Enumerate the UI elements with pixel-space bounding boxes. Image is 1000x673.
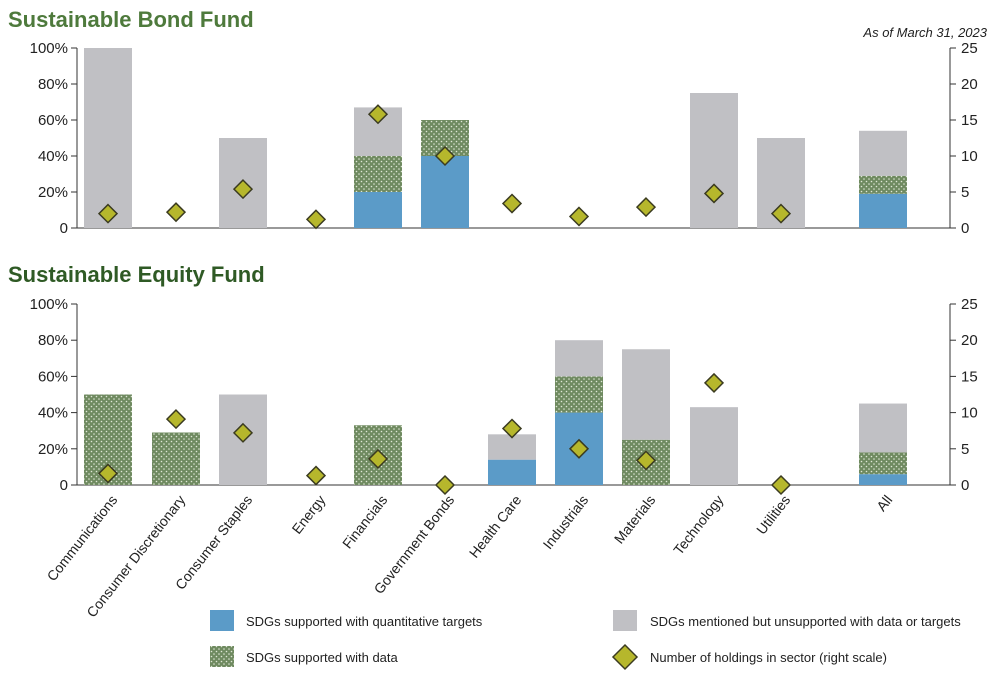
legend-holdings-label: Number of holdings in sector (right scal… — [650, 650, 887, 665]
bar-data — [859, 452, 907, 475]
legend-mentioned-label: SDGs mentioned but unsupported with data… — [650, 614, 961, 629]
bar-mentioned — [859, 130, 907, 176]
holdings-marker — [305, 465, 327, 486]
category-label: Health Care — [466, 492, 525, 561]
bar-quantitative — [354, 192, 402, 228]
legend-quantitative-label: SDGs supported with quantitative targets — [246, 614, 483, 629]
holdings-marker — [568, 438, 590, 459]
left-tick-label: 60% — [38, 112, 68, 129]
holdings-marker — [501, 418, 523, 439]
category-label: Financials — [339, 492, 390, 552]
holdings-marker — [501, 193, 523, 214]
left-tick-label: 60% — [38, 368, 68, 385]
bar-mentioned — [622, 349, 670, 440]
holdings-marker — [97, 463, 119, 484]
holdings-marker — [635, 450, 657, 471]
holdings-marker — [232, 179, 254, 200]
holdings-marker — [367, 104, 389, 125]
legend-quantitative-swatch — [210, 610, 234, 631]
right-tick-label: 25 — [961, 296, 978, 313]
bar-quantitative — [859, 474, 907, 485]
left-tick-label: 40% — [38, 405, 68, 422]
holdings-marker — [635, 197, 657, 218]
right-tick-label: 5 — [961, 441, 969, 458]
holdings-marker — [367, 448, 389, 469]
category-label: Industrials — [539, 492, 591, 552]
holdings-marker — [703, 183, 725, 204]
right-tick-label: 0 — [961, 220, 969, 237]
left-tick-label: 0 — [60, 220, 68, 237]
category-label: Energy — [288, 492, 328, 537]
category-label: All — [873, 492, 895, 514]
holdings-marker — [770, 474, 792, 496]
bar-data — [555, 376, 603, 413]
right-tick-label: 15 — [961, 368, 978, 385]
left-tick-label: 100% — [30, 40, 68, 57]
holdings-marker — [305, 209, 327, 230]
category-label: Communications — [44, 492, 121, 584]
left-tick-label: 100% — [30, 296, 68, 313]
right-tick-label: 15 — [961, 112, 978, 129]
left-tick-label: 40% — [38, 148, 68, 165]
legend-mentioned-swatch — [613, 610, 637, 631]
equity-fund-title: Sustainable Equity Fund — [8, 262, 265, 287]
legend-holdings-marker — [611, 643, 639, 671]
legend: SDGs supported with quantitative targets… — [210, 610, 961, 671]
bar-quantitative — [859, 193, 907, 228]
right-tick-label: 10 — [961, 405, 978, 422]
legend-data-label: SDGs supported with data — [246, 650, 399, 665]
right-tick-label: 10 — [961, 148, 978, 165]
bar-mentioned — [859, 403, 907, 453]
bar-data — [354, 156, 402, 192]
holdings-marker — [97, 203, 119, 224]
right-tick-label: 0 — [961, 477, 969, 494]
holdings-marker — [568, 206, 590, 227]
category-label: Materials — [611, 492, 659, 547]
category-label: Technology — [670, 492, 726, 558]
left-tick-label: 80% — [38, 332, 68, 349]
bar-data — [152, 432, 200, 485]
holdings-marker — [434, 474, 456, 496]
right-tick-label: 5 — [961, 184, 969, 201]
equity-fund-panel: 0 20% 40% 60% 80% 100% 0 5 10 15 20 25 — [30, 296, 978, 496]
holdings-marker — [703, 372, 725, 393]
left-tick-label: 20% — [38, 184, 68, 201]
category-label: Utilities — [753, 492, 793, 537]
bar-mentioned — [555, 340, 603, 377]
bond-fund-panel: 0 20% 40% 60% 80% 100% 0 5 10 15 20 25 — [30, 40, 978, 237]
holdings-marker — [434, 145, 456, 167]
bar-mentioned — [84, 48, 132, 228]
legend-data-swatch — [210, 646, 234, 667]
left-tick-label: 20% — [38, 441, 68, 458]
right-tick-label: 20 — [961, 332, 978, 349]
holdings-marker — [165, 409, 187, 430]
as-of-date: As of March 31, 2023 — [862, 25, 987, 40]
right-tick-label: 20 — [961, 76, 978, 93]
bar-data — [859, 175, 907, 194]
left-tick-label: 80% — [38, 76, 68, 93]
bond-fund-title: Sustainable Bond Fund — [8, 7, 254, 32]
holdings-marker — [770, 203, 792, 224]
bar-quantitative — [488, 459, 536, 485]
bar-mentioned — [690, 407, 738, 485]
left-tick-label: 0 — [60, 477, 68, 494]
holdings-marker — [165, 202, 187, 223]
category-label: Consumer Staples — [172, 492, 256, 593]
bar-quantitative — [421, 156, 469, 228]
holdings-marker — [232, 422, 254, 443]
right-tick-label: 25 — [961, 40, 978, 57]
bar-mentioned — [690, 93, 738, 228]
